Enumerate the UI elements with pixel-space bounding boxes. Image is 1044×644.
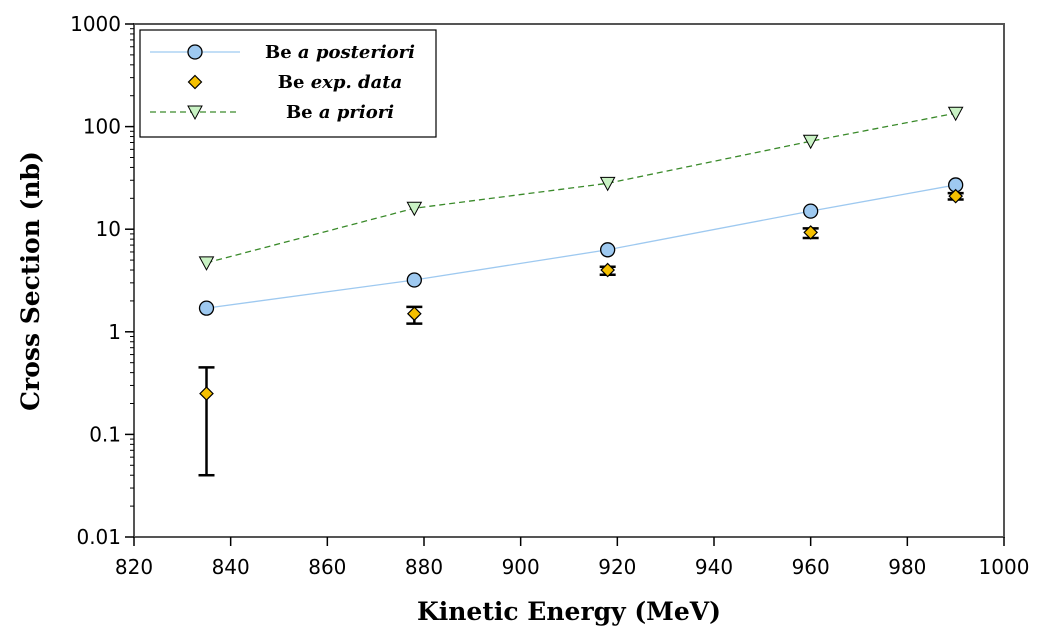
- y-tick-label: 10: [96, 217, 121, 241]
- x-tick-label: 940: [695, 555, 733, 579]
- x-tick-label: 980: [888, 555, 926, 579]
- data-point-s0: [406, 272, 422, 288]
- y-tick-label: 100: [83, 115, 121, 139]
- data-point-s1: [199, 386, 214, 401]
- legend: Be a posteriori Be exp. data Be a priori: [139, 29, 437, 138]
- series-line-0: [206, 184, 956, 309]
- x-tick-label: 880: [405, 555, 443, 579]
- x-tick-label: 1000: [979, 555, 1030, 579]
- x-axis-label: Kinetic Energy (MeV): [417, 597, 721, 626]
- y-tick-label: 1000: [70, 12, 121, 36]
- data-point-s0: [803, 203, 819, 219]
- y-tick-label: 0.1: [89, 422, 121, 446]
- legend-marker-0: [187, 44, 203, 60]
- x-tick-label: 960: [792, 555, 830, 579]
- legend-label-2: Be a priori: [286, 102, 394, 123]
- series-line-2: [206, 112, 956, 264]
- data-point-s1: [803, 225, 819, 240]
- x-tick-label: 900: [502, 555, 540, 579]
- data-point-s2: [802, 134, 819, 150]
- series-layer: [198, 106, 964, 477]
- plot-frame: [133, 23, 1005, 538]
- y-tick-label: 0.01: [76, 525, 121, 549]
- legend-marker-2: [187, 105, 203, 121]
- y-tick-label: 1: [108, 320, 121, 344]
- legend-label-0: Be a posteriori: [265, 42, 415, 63]
- x-tick-label: 920: [598, 555, 636, 579]
- y-axis-label: Cross Section (nb): [16, 151, 45, 411]
- data-point-s0: [198, 300, 215, 316]
- data-point-s2: [599, 176, 616, 192]
- axes: 820 840 860 880 900 920 940 960 980 1000 0.01 0.1 1 1…: [70, 12, 1029, 579]
- legend-marker-1: [187, 74, 203, 90]
- data-point-s2: [406, 201, 423, 217]
- data-point-s0: [600, 242, 616, 258]
- data-point-s1: [406, 306, 422, 322]
- data-point-s1: [600, 262, 616, 278]
- data-point-s1: [948, 188, 964, 204]
- x-tick-label: 860: [308, 555, 346, 579]
- data-point-s2: [198, 256, 215, 271]
- legend-label-1: Be exp. data: [278, 72, 402, 93]
- x-tick-label: 840: [212, 555, 250, 579]
- x-tick-label: 820: [115, 555, 153, 579]
- data-point-s2: [947, 106, 964, 122]
